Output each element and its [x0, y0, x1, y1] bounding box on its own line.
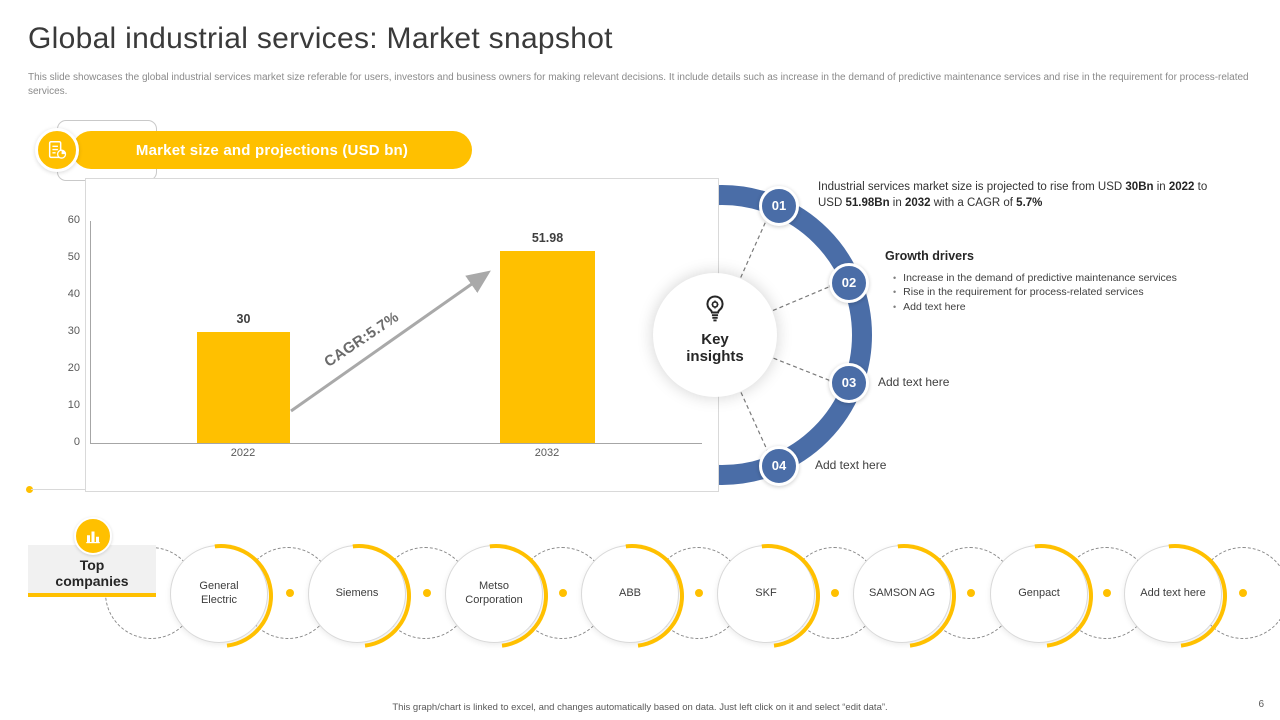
company-arc — [1102, 523, 1248, 669]
company-label: ABB — [618, 587, 641, 600]
company-label: General Electric — [199, 580, 239, 606]
y-axis-tick: 10 — [67, 399, 80, 411]
footer-note: This graph/chart is linked to excel, and… — [392, 702, 888, 713]
bullet-icon: • — [893, 287, 897, 298]
insight-text-run: to USD — [818, 181, 1208, 210]
bullet-icon: • — [893, 273, 897, 283]
list-item: • Rise in the requirement for process-rel… — [893, 285, 1238, 299]
buildings-icon — [74, 517, 112, 555]
cagr-annotation: CAGR:5.7% — [321, 308, 403, 371]
company-label: Siemens — [335, 587, 379, 600]
list-item-text: Add text here — [903, 300, 966, 313]
top-companies-label: Top companies — [55, 556, 129, 589]
bullet-icon: • — [893, 301, 897, 312]
insight-04-text: Add text here — [815, 458, 887, 472]
key-insights-hub: Key insights — [653, 273, 777, 397]
section-banner-label: Market size and projections (USD bn) — [135, 141, 409, 159]
list-item-text: Rise in the requirement for process-rela… — [903, 286, 1144, 299]
y-axis-line — [90, 221, 91, 443]
insight-text-run: 51.98Bn — [845, 197, 890, 210]
company-arc — [148, 523, 294, 669]
insight-text-run: Industrial services market size is proje… — [818, 181, 1126, 193]
company-arc — [968, 523, 1114, 669]
company-arc — [423, 523, 569, 669]
chain-dot — [423, 589, 431, 597]
y-axis-tick: 0 — [73, 436, 80, 448]
slide-description: This slide showcases the global industri… — [28, 72, 1249, 97]
insight-marker-03: 03 — [829, 363, 869, 403]
company-circle: Siemens — [286, 523, 432, 669]
y-axis-tick: 50 — [67, 251, 80, 263]
key-insights-label: Key insights — [686, 331, 744, 365]
company-arc — [695, 523, 841, 669]
company-arc — [831, 523, 977, 669]
company-label: Genpact — [1018, 587, 1060, 600]
company-circle: Add text here — [1102, 523, 1248, 669]
y-axis-tick: 60 — [67, 214, 80, 226]
growth-drivers-list: • Increase in the demand of predictive ma… — [893, 271, 1238, 314]
chain-dot — [831, 589, 839, 597]
chart-document-icon-glyph — [48, 141, 67, 159]
company-circle: General Electric — [148, 523, 294, 669]
company-label: Metso Corporation — [465, 580, 523, 606]
bar-chart[interactable]: 60 50 40 30 20 10 0 30 51.98 2022 2032 C… — [68, 178, 719, 492]
company-label: Add text here — [1140, 587, 1206, 600]
insight-text-run: 2032 — [904, 197, 931, 210]
chain-dot — [559, 589, 567, 597]
growth-drivers-heading: Growth drivers — [885, 249, 974, 263]
chain-dot — [1103, 589, 1111, 597]
insight-03-text: Add text here — [878, 375, 950, 389]
company-circle: SKF — [695, 523, 841, 669]
insight-01-text: Industrial services market size is proje… — [818, 179, 1226, 211]
bar-value-label: 51.98 — [531, 230, 564, 245]
insight-text-run: in — [889, 197, 905, 210]
page-number: 6 — [1258, 699, 1264, 710]
x-axis-line — [90, 443, 702, 444]
bar-2022: 30 — [197, 312, 290, 443]
list-item: • Increase in the demand of predictive ma… — [893, 271, 1238, 285]
insight-text-run: in — [1153, 181, 1169, 193]
cagr-arrow — [290, 270, 491, 413]
insight-text-run: 2022 — [1168, 181, 1195, 193]
decorative-line — [31, 489, 85, 490]
company-arc — [286, 523, 432, 669]
top-companies-underline — [28, 593, 156, 597]
chain-dot — [967, 589, 975, 597]
insight-marker-04: 04 — [759, 446, 799, 486]
insight-text-run: 30Bn — [1125, 181, 1154, 193]
company-label: SKF — [755, 587, 777, 600]
company-circle: Genpact — [968, 523, 1114, 669]
insight-text-run: with a CAGR of — [930, 197, 1017, 210]
company-circle: ABB — [559, 523, 705, 669]
chart-document-icon — [35, 128, 79, 172]
page-title: Global industrial services: Market snaps… — [28, 22, 613, 55]
insight-text-run: 5.7% — [1016, 197, 1043, 210]
section-banner: Market size and projections (USD bn) — [72, 131, 472, 169]
bar-value-label: 30 — [236, 312, 251, 326]
x-axis-label: 2032 — [534, 447, 560, 459]
company-arc — [559, 523, 705, 669]
bar-2032: 51.98 — [500, 231, 595, 443]
company-circle: SAMSON AG — [831, 523, 977, 669]
insight-marker-01: 01 — [759, 186, 799, 226]
decorative-dot — [26, 486, 33, 493]
y-axis-tick: 30 — [67, 325, 80, 337]
y-axis-tick: 40 — [67, 288, 80, 300]
company-circle: Metso Corporation — [423, 523, 569, 669]
buildings-icon-glyph — [86, 531, 100, 544]
chain-dot — [695, 589, 703, 597]
bulb-gear-icon — [706, 295, 724, 322]
list-item-text: Increase in the demand of predictive mai… — [903, 272, 1177, 284]
x-axis-label: 2022 — [230, 447, 256, 459]
chain-dot — [1239, 589, 1247, 597]
company-label: SAMSON AG — [868, 587, 936, 600]
insight-marker-02: 02 — [829, 263, 869, 303]
list-item: • Add text here — [893, 300, 1238, 314]
chain-dot — [286, 589, 294, 597]
y-axis-tick: 20 — [67, 362, 80, 374]
